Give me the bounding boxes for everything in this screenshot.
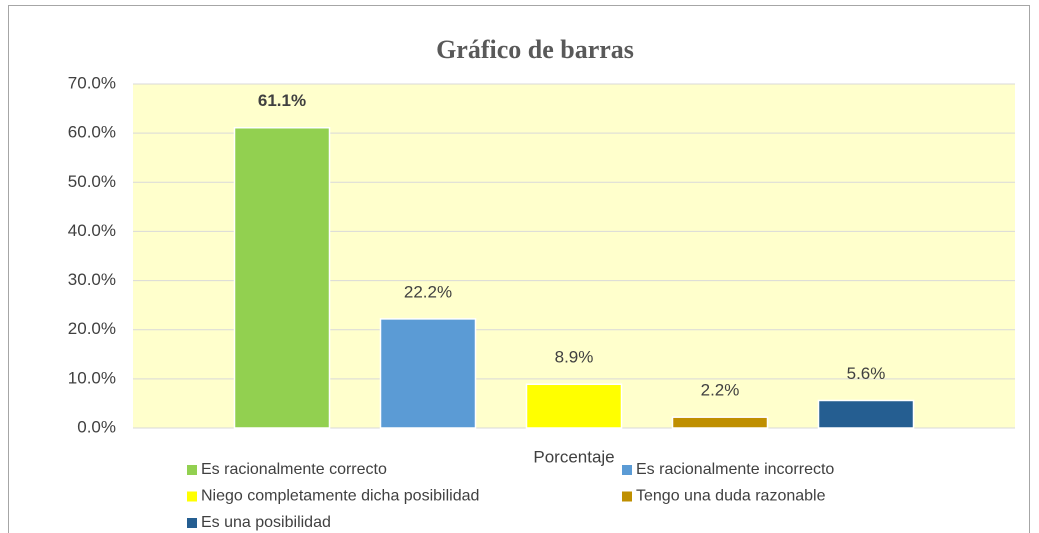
data-label: 61.1%: [258, 91, 306, 110]
legend-label: Es racionalmente incorrecto: [636, 461, 834, 478]
data-label: 2.2%: [701, 381, 740, 400]
bar: [817, 399, 915, 429]
bar: [379, 318, 477, 429]
legend-marker: [622, 465, 632, 475]
y-tick-label: 60.0%: [68, 123, 116, 142]
legend-marker: [187, 465, 197, 475]
legend-label: Es una posibilidad: [201, 514, 331, 531]
data-label: 22.2%: [404, 282, 452, 301]
legend-label: Tengo una duda razonable: [636, 488, 826, 505]
bar: [233, 126, 331, 429]
legend-marker: [187, 518, 197, 528]
y-tick-label: 30.0%: [68, 270, 116, 289]
y-tick-label: 0.0%: [77, 417, 116, 436]
data-label: 5.6%: [847, 364, 886, 383]
data-label: 8.9%: [555, 348, 594, 367]
chart-title: Gráfico de barras: [436, 35, 634, 64]
y-tick-label: 40.0%: [68, 221, 116, 240]
bar: [671, 416, 769, 429]
y-tick-label: 50.0%: [68, 172, 116, 191]
y-tick-label: 70.0%: [68, 73, 116, 92]
y-tick-label: 20.0%: [68, 319, 116, 338]
legend-label: Es racionalmente correcto: [201, 461, 387, 478]
legend-marker: [622, 491, 632, 502]
legend-marker: [187, 491, 197, 502]
category-label: Porcentaje: [533, 447, 614, 466]
y-tick-label: 10.0%: [68, 368, 116, 387]
legend-label: Niego completamente dicha posibilidad: [201, 488, 479, 505]
bar: [525, 383, 623, 429]
